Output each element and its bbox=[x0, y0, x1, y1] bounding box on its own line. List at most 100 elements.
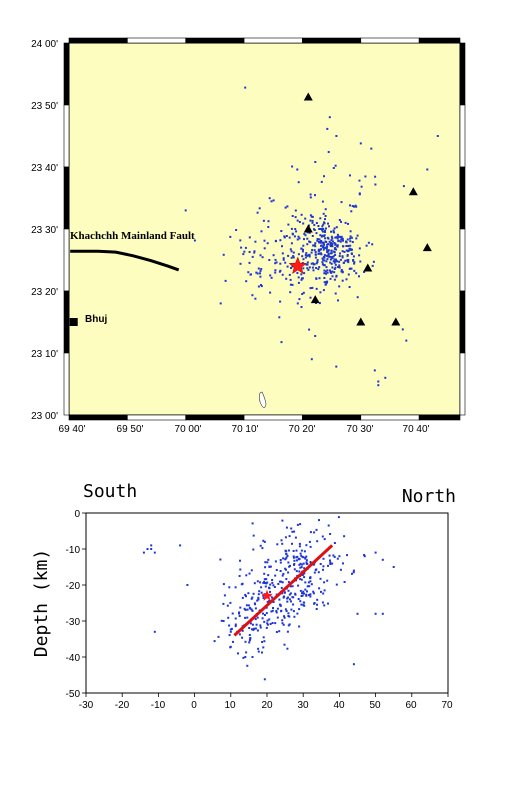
section-y-labels: 0 -10 -20 -30 -40 -50 bbox=[66, 509, 81, 700]
hypocenter-point bbox=[392, 566, 395, 568]
epicenter-point bbox=[309, 241, 312, 244]
epicenter-point bbox=[347, 261, 350, 264]
hypocenter-point bbox=[239, 559, 241, 562]
epicenter-point bbox=[322, 246, 325, 248]
epicenter-point bbox=[283, 236, 286, 239]
epicenter-point bbox=[315, 287, 318, 290]
hypocenter-point bbox=[274, 560, 277, 563]
epicenter-point bbox=[334, 266, 337, 269]
hypocenter-point bbox=[272, 601, 275, 603]
station-triangle bbox=[422, 243, 432, 252]
epicenter-point bbox=[267, 226, 270, 228]
hypocenter-point bbox=[272, 584, 275, 587]
epicenter-point bbox=[349, 244, 352, 247]
frame-segment bbox=[360, 414, 420, 421]
hypocenter-point bbox=[186, 584, 189, 586]
epicenter-point bbox=[280, 230, 283, 232]
epicenter-point bbox=[308, 328, 311, 331]
hypocenter-point bbox=[295, 549, 298, 552]
hypocenter-point bbox=[305, 555, 308, 558]
hypocenter-point bbox=[351, 572, 353, 575]
epicenter-point bbox=[340, 220, 342, 223]
epicenter-point bbox=[333, 261, 336, 264]
epicenter-point bbox=[251, 294, 254, 297]
hypocenter-point bbox=[238, 612, 240, 615]
hypocenter-point bbox=[301, 592, 303, 595]
epicenter-point bbox=[332, 260, 335, 263]
epicenter-point bbox=[289, 278, 292, 281]
hypocenter-point bbox=[280, 539, 283, 542]
epicenter-point bbox=[308, 253, 311, 256]
hypocenter-point bbox=[305, 559, 308, 562]
y-tick-label: -20 bbox=[66, 581, 81, 592]
hypocenter-point bbox=[296, 612, 299, 615]
epicenter-point bbox=[330, 242, 333, 244]
hypocenter-point bbox=[279, 559, 282, 561]
hypocenter-point bbox=[252, 628, 255, 631]
hypocenter-point bbox=[248, 606, 251, 609]
hypocenter-point bbox=[381, 612, 384, 615]
section-ticks bbox=[82, 512, 449, 697]
epicenter-point bbox=[353, 205, 356, 208]
epicenter-point bbox=[347, 258, 350, 261]
epicenter-point bbox=[274, 239, 277, 242]
epicenter-point bbox=[291, 165, 294, 168]
hypocenter-point bbox=[363, 554, 366, 556]
x-tick-label: 20 bbox=[261, 700, 273, 711]
hypocenter-point bbox=[259, 544, 262, 547]
hypocenter-point bbox=[250, 608, 253, 611]
hypocenter-point bbox=[333, 542, 336, 544]
hypocenter-point bbox=[309, 593, 312, 596]
epicenter-point bbox=[329, 243, 332, 246]
lon-tick-label: 70 20' bbox=[289, 424, 316, 435]
city-label: Bhuj bbox=[85, 314, 107, 325]
epicenter-point bbox=[358, 275, 360, 278]
hypocenter-point bbox=[251, 609, 254, 612]
station-triangle bbox=[391, 317, 401, 326]
epicenter-point bbox=[303, 238, 305, 241]
epicenter-point bbox=[243, 250, 246, 253]
hypocenter-point bbox=[282, 557, 285, 560]
hypocenter-point bbox=[339, 568, 342, 571]
epicenter-point bbox=[323, 221, 325, 224]
epicenter-point bbox=[331, 237, 334, 240]
frame-segment bbox=[360, 37, 420, 44]
epicenter-point bbox=[272, 254, 275, 257]
hypocenter-point bbox=[256, 580, 259, 583]
epicenter-point bbox=[248, 236, 251, 239]
epicenter-point bbox=[274, 269, 277, 272]
hypocenter-point bbox=[248, 627, 251, 629]
epicenter-point bbox=[315, 277, 318, 280]
epicenter-point bbox=[321, 200, 324, 203]
epicenter-point bbox=[333, 258, 336, 261]
hypocenter-point bbox=[222, 602, 225, 605]
x-tick-label: -10 bbox=[151, 700, 166, 711]
x-tick-label: 0 bbox=[191, 700, 197, 711]
epicenter-point bbox=[363, 271, 366, 273]
hypocenter-point bbox=[265, 582, 268, 585]
hypocenter-point bbox=[253, 582, 256, 585]
hypocenter-point bbox=[262, 597, 265, 600]
epicenter-point bbox=[275, 261, 278, 264]
epicenter-point bbox=[322, 223, 325, 226]
hypocenter-point bbox=[228, 634, 231, 637]
hypocenter-point bbox=[319, 577, 322, 580]
hypocenter-point bbox=[298, 545, 301, 548]
hypocenter-point bbox=[280, 610, 283, 613]
epicenter-point bbox=[337, 299, 339, 302]
epicenter-point bbox=[334, 260, 337, 263]
hypocenter-point bbox=[279, 561, 282, 564]
epicenter-point bbox=[323, 254, 326, 257]
epicenter-point bbox=[302, 267, 305, 270]
hypocenter-point bbox=[332, 554, 335, 557]
epicenter-point bbox=[350, 236, 353, 239]
epicenter-point bbox=[266, 242, 269, 245]
hypocenter-point bbox=[257, 647, 260, 650]
epicenter-point bbox=[341, 250, 344, 253]
epicenter-point bbox=[310, 358, 313, 361]
hypocenter-point bbox=[259, 626, 262, 629]
hypocenter-point bbox=[265, 612, 268, 615]
epicenter-point bbox=[334, 254, 337, 256]
epicenter-point bbox=[311, 286, 314, 289]
hypocenter-point bbox=[300, 566, 303, 569]
